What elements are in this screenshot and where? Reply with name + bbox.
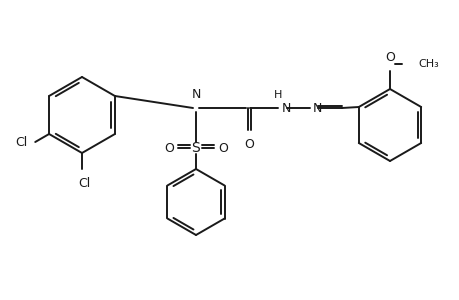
Text: O: O <box>384 51 394 64</box>
Text: O: O <box>244 138 253 151</box>
Text: CH₃: CH₃ <box>417 59 438 69</box>
Text: Cl: Cl <box>78 177 90 190</box>
Text: O: O <box>164 142 174 154</box>
Text: N: N <box>281 101 291 115</box>
Text: H: H <box>273 90 281 100</box>
Text: Cl: Cl <box>15 136 27 148</box>
Text: N: N <box>312 101 322 115</box>
Text: S: S <box>191 141 200 155</box>
Text: N: N <box>191 88 200 101</box>
Text: O: O <box>218 142 228 154</box>
